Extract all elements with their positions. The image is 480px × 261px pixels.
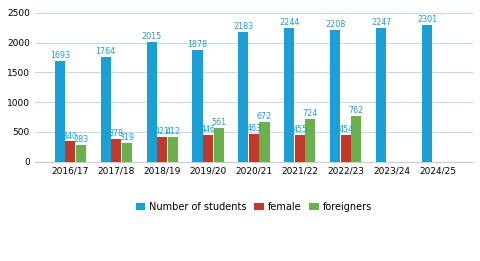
Text: 340: 340 (63, 132, 78, 140)
Text: 319: 319 (119, 133, 134, 142)
Bar (376, 28, 386, 162)
Text: 561: 561 (211, 118, 226, 127)
Bar (330, 30, 340, 162)
Text: 454: 454 (338, 125, 353, 134)
Bar (341, 135, 351, 162)
Bar (422, 25, 432, 162)
Text: 1878: 1878 (187, 40, 207, 49)
Text: 378: 378 (108, 129, 124, 138)
Bar (249, 134, 259, 162)
Text: 412: 412 (165, 127, 180, 136)
Text: 724: 724 (303, 109, 318, 118)
Bar (157, 137, 167, 162)
Text: 2015: 2015 (142, 32, 162, 41)
Legend: Number of students, female, foreigners: Number of students, female, foreigners (132, 198, 376, 216)
Text: 2208: 2208 (325, 20, 345, 29)
Text: 672: 672 (257, 112, 272, 121)
Bar (239, 32, 249, 162)
Text: 2301: 2301 (417, 15, 437, 24)
Text: 446: 446 (201, 125, 216, 134)
Bar (295, 135, 305, 162)
Text: 1764: 1764 (96, 47, 116, 56)
Text: 283: 283 (73, 135, 88, 144)
Text: 1693: 1693 (50, 51, 70, 60)
Bar (122, 143, 132, 162)
Bar (259, 122, 270, 162)
Text: 2244: 2244 (279, 18, 300, 27)
Bar (192, 50, 203, 162)
Text: 2247: 2247 (371, 18, 391, 27)
Bar (55, 61, 65, 162)
Bar (203, 135, 213, 162)
Text: 2183: 2183 (233, 22, 253, 31)
Bar (111, 139, 121, 162)
Bar (168, 137, 178, 162)
Bar (65, 141, 75, 162)
Bar (351, 116, 361, 162)
Bar (146, 42, 156, 162)
Bar (214, 128, 224, 162)
Bar (305, 118, 315, 162)
Text: 463: 463 (246, 124, 262, 133)
Bar (101, 57, 111, 162)
Text: 455: 455 (292, 125, 308, 134)
Bar (284, 28, 294, 162)
Text: 762: 762 (348, 106, 364, 115)
Text: 421: 421 (155, 127, 170, 136)
Bar (76, 145, 86, 162)
